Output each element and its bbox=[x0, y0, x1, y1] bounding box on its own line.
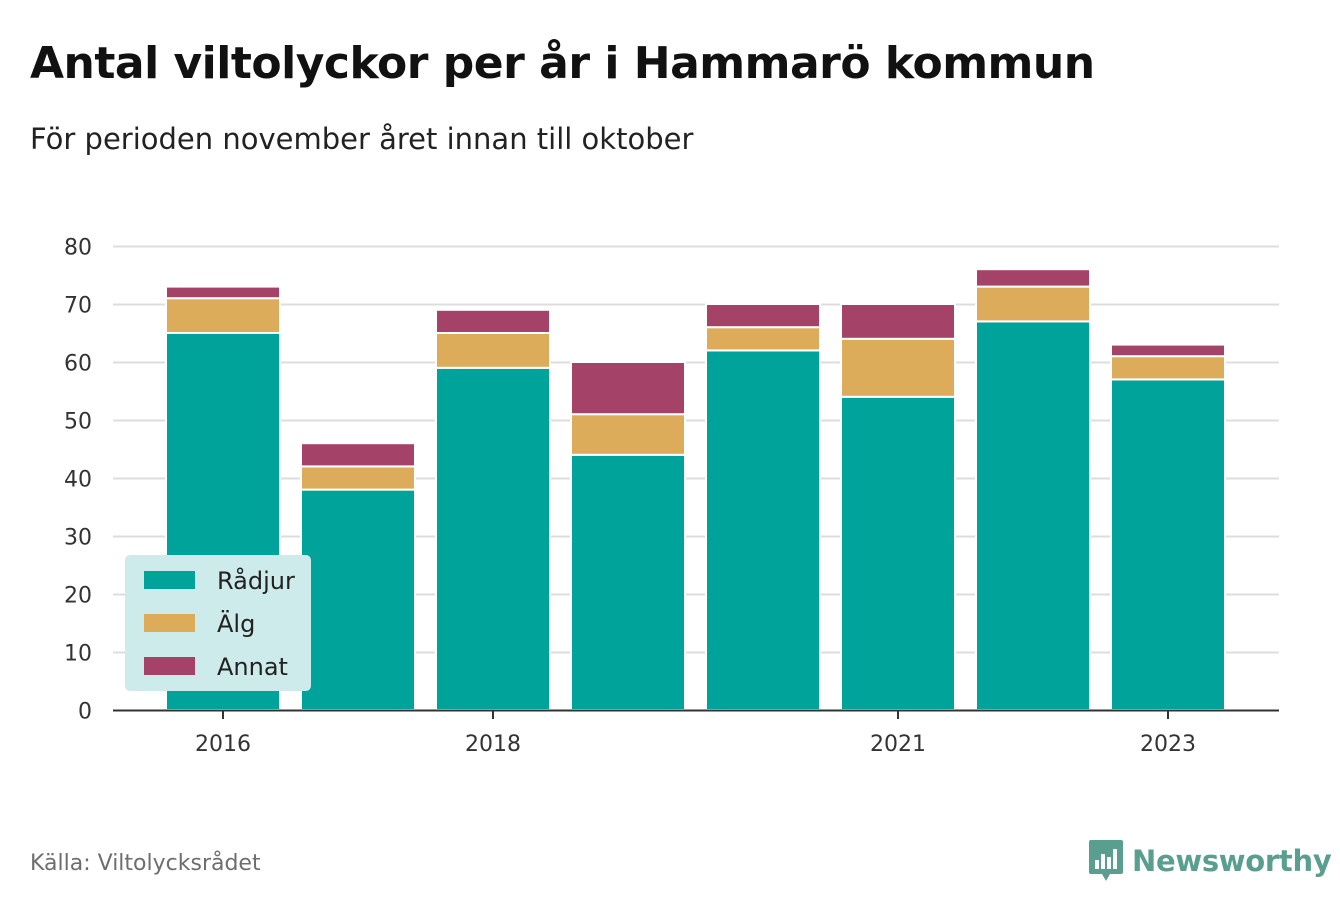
bar-annat-2020 bbox=[705, 303, 821, 329]
y-tick-label: 10 bbox=[64, 642, 92, 667]
bar-annat-2018 bbox=[435, 308, 551, 334]
bar-annat-2016 bbox=[165, 285, 281, 300]
bar-alg-2017 bbox=[300, 465, 416, 491]
bar-annat-2019 bbox=[570, 361, 686, 416]
legend-label: Älg bbox=[217, 609, 255, 638]
source-note: Källa: Viltolycksrådet bbox=[30, 851, 261, 876]
x-tick-label: 2021 bbox=[870, 732, 926, 757]
y-tick-label: 30 bbox=[64, 526, 92, 551]
bar-annat-2017 bbox=[300, 442, 416, 468]
bar-radjur-2022 bbox=[975, 320, 1091, 711]
x-tick-label: 2018 bbox=[465, 732, 521, 757]
chart-title: Antal viltolyckor per år i Hammarö kommu… bbox=[30, 38, 1095, 89]
x-tick-label: 2016 bbox=[195, 732, 251, 757]
bar-radjur-2021 bbox=[840, 395, 956, 711]
bar-alg-2023 bbox=[1110, 355, 1226, 381]
y-tick-label: 60 bbox=[64, 352, 92, 377]
bar-radjur-2019 bbox=[570, 453, 686, 711]
legend-swatch bbox=[144, 657, 195, 675]
bar-annat-2023 bbox=[1110, 343, 1226, 358]
bar-alg-2019 bbox=[570, 413, 686, 456]
bar-alg-2022 bbox=[975, 285, 1091, 323]
bar-radjur-2017 bbox=[300, 488, 416, 711]
y-tick-label: 50 bbox=[64, 410, 92, 435]
y-tick-label: 80 bbox=[64, 236, 92, 261]
bar-alg-2016 bbox=[165, 297, 281, 335]
y-tick-label: 40 bbox=[64, 468, 92, 493]
y-tick-label: 0 bbox=[78, 700, 92, 725]
bar-annat-2021 bbox=[840, 303, 956, 340]
legend-swatch bbox=[144, 614, 195, 632]
x-tick-label: 2023 bbox=[1140, 732, 1196, 757]
legend: Rådjur Älg Annat bbox=[125, 555, 311, 691]
chart-subtitle: För perioden november året innan till ok… bbox=[30, 122, 694, 156]
bar-radjur-2018 bbox=[435, 366, 551, 711]
bar-radjur-2023 bbox=[1110, 378, 1226, 711]
legend-label: Annat bbox=[217, 653, 288, 681]
bar-radjur-2020 bbox=[705, 349, 821, 711]
brand-logo: Newsworthy bbox=[1088, 838, 1332, 884]
newsworthy-logo-icon bbox=[1089, 840, 1123, 881]
y-tick-label: 20 bbox=[64, 584, 92, 609]
bar-alg-2020 bbox=[705, 326, 821, 352]
x-axis-ticks: 2016 2018 2021 2023 bbox=[195, 710, 1196, 757]
bar-annat-2022 bbox=[975, 268, 1091, 288]
brand-name: Newsworthy bbox=[1132, 844, 1332, 878]
legend-swatch bbox=[144, 571, 195, 589]
bar-alg-2018 bbox=[435, 332, 551, 369]
bar-alg-2021 bbox=[840, 337, 956, 398]
y-tick-label: 70 bbox=[64, 294, 92, 319]
legend-label: Rådjur bbox=[217, 566, 295, 595]
y-axis-ticks: 0 10 20 30 40 50 60 70 80 bbox=[64, 236, 92, 725]
bars bbox=[165, 268, 1226, 711]
